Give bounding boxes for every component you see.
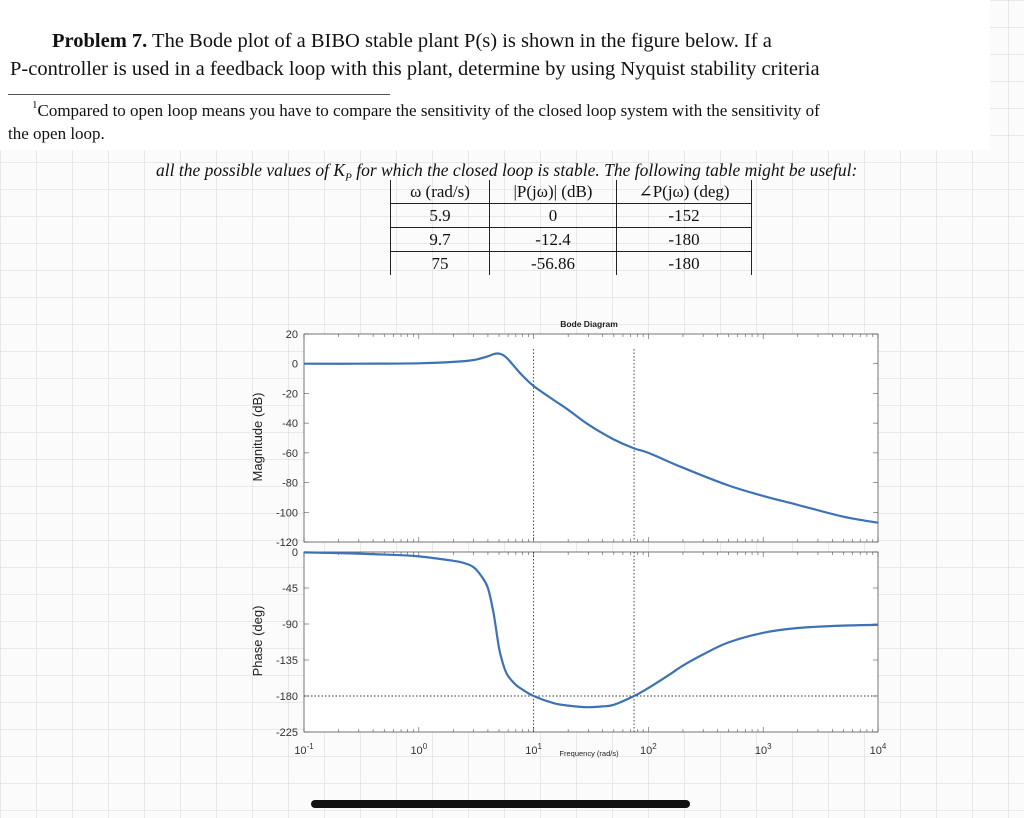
frequency-tick-labels: 10-1 100 101 102 103 104 — [294, 742, 887, 757]
frequency-tick-label: 101 — [525, 742, 542, 757]
phase-curve — [303, 551, 879, 709]
problem-statement-line-1: Problem 7. The Bode plot of a BIBO stabl… — [52, 30, 772, 53]
phase-y-tick-label: -45 — [282, 583, 298, 595]
phase-axis-label: Phase (deg) — [250, 606, 265, 677]
footnote-line-2: the open loop. — [8, 124, 105, 143]
frequency-tick-label: 100 — [410, 742, 427, 757]
table-cell: 0 — [489, 203, 617, 228]
phase-y-tick-label: -225 — [276, 727, 298, 739]
problem-statement-line-2: P-controller is used in a feedback loop … — [10, 58, 820, 80]
frequency-tick-label: 104 — [870, 742, 887, 757]
frequency-tick-label: 102 — [640, 742, 657, 757]
kp-subscript: P — [345, 171, 352, 184]
table-cell: -56.86 — [489, 251, 617, 275]
magnitude-curve — [303, 352, 879, 524]
bode-title: Bode Diagram — [560, 319, 618, 329]
problem-text-area — [0, 0, 990, 150]
magnitude-y-tick-label: -60 — [282, 448, 298, 460]
footnote-marker: 1 — [32, 99, 38, 111]
frequency-tick-label: 103 — [755, 742, 772, 757]
home-indicator-bar[interactable] — [311, 800, 690, 808]
problem-continuation: all the possible values of KP for which … — [156, 160, 857, 184]
phase-axes: 0 -45 -90 -135 -180 -225 — [276, 547, 879, 739]
magnitude-y-tick-label: -40 — [282, 418, 298, 430]
table-cell: -152 — [616, 203, 752, 228]
magnitude-y-tick-label: -80 — [282, 478, 298, 490]
continuation-text: all the possible values of KP for which … — [156, 160, 858, 184]
magnitude-frame — [303, 333, 879, 543]
magnitude-y-tick-label: -100 — [276, 507, 298, 519]
frequency-tick-label: 10-1 — [294, 742, 314, 757]
table-cell: 9.7 — [390, 227, 490, 252]
problem-label: Problem 7. — [52, 30, 148, 52]
phase-y-tick-label: -180 — [276, 691, 298, 703]
magnitude-y-tick-label: 0 — [292, 359, 298, 371]
table-header-cell: |P(jω)| (dB) — [489, 180, 617, 204]
table-cell: -12.4 — [489, 227, 617, 252]
table-header-row: ω (rad/s) |P(jω)| (dB) ∠P(jω) (deg) — [390, 180, 752, 204]
phase-frame — [303, 551, 879, 733]
table-row: 75 -56.86 -180 — [390, 251, 752, 275]
phase-y-tick-label: -90 — [282, 619, 298, 631]
phase-y-tick-label: -135 — [276, 655, 298, 667]
frequency-response-table: ω (rad/s) |P(jω)| (dB) ∠P(jω) (deg) 5.9 … — [390, 180, 752, 275]
magnitude-y-tick-label: -20 — [282, 388, 298, 400]
footnote-line-1-text: Compared to open loop means you have to … — [37, 101, 820, 120]
magnitude-y-tick-label: 20 — [286, 329, 298, 341]
table-cell: 75 — [390, 251, 490, 275]
table-cell: 5.9 — [390, 203, 490, 228]
table-header-cell: ω (rad/s) — [390, 180, 490, 204]
magnitude-axes: 20 0 -20 -40 -60 -80 -100 -120 — [276, 329, 879, 549]
table-row: 9.7 -12.4 -180 — [390, 227, 752, 252]
table-cell: -180 — [616, 227, 752, 252]
magnitude-axis-label: Magnitude (dB) — [250, 393, 265, 482]
footnote-line-1: 1Compared to open loop means you have to… — [32, 99, 820, 121]
table-row: 5.9 0 -152 — [390, 203, 752, 228]
phase-y-tick-label: 0 — [292, 547, 298, 559]
table-header-cell: ∠P(jω) (deg) — [616, 180, 752, 204]
magnitude-y-tick-label: -120 — [276, 537, 298, 549]
problem-line-1-text: The Bode plot of a BIBO stable plant P(s… — [152, 30, 772, 52]
table-cell: -180 — [616, 251, 752, 275]
footnote-rule — [8, 94, 390, 95]
frequency-axis-label: Frequency (rad/s) — [559, 749, 619, 758]
